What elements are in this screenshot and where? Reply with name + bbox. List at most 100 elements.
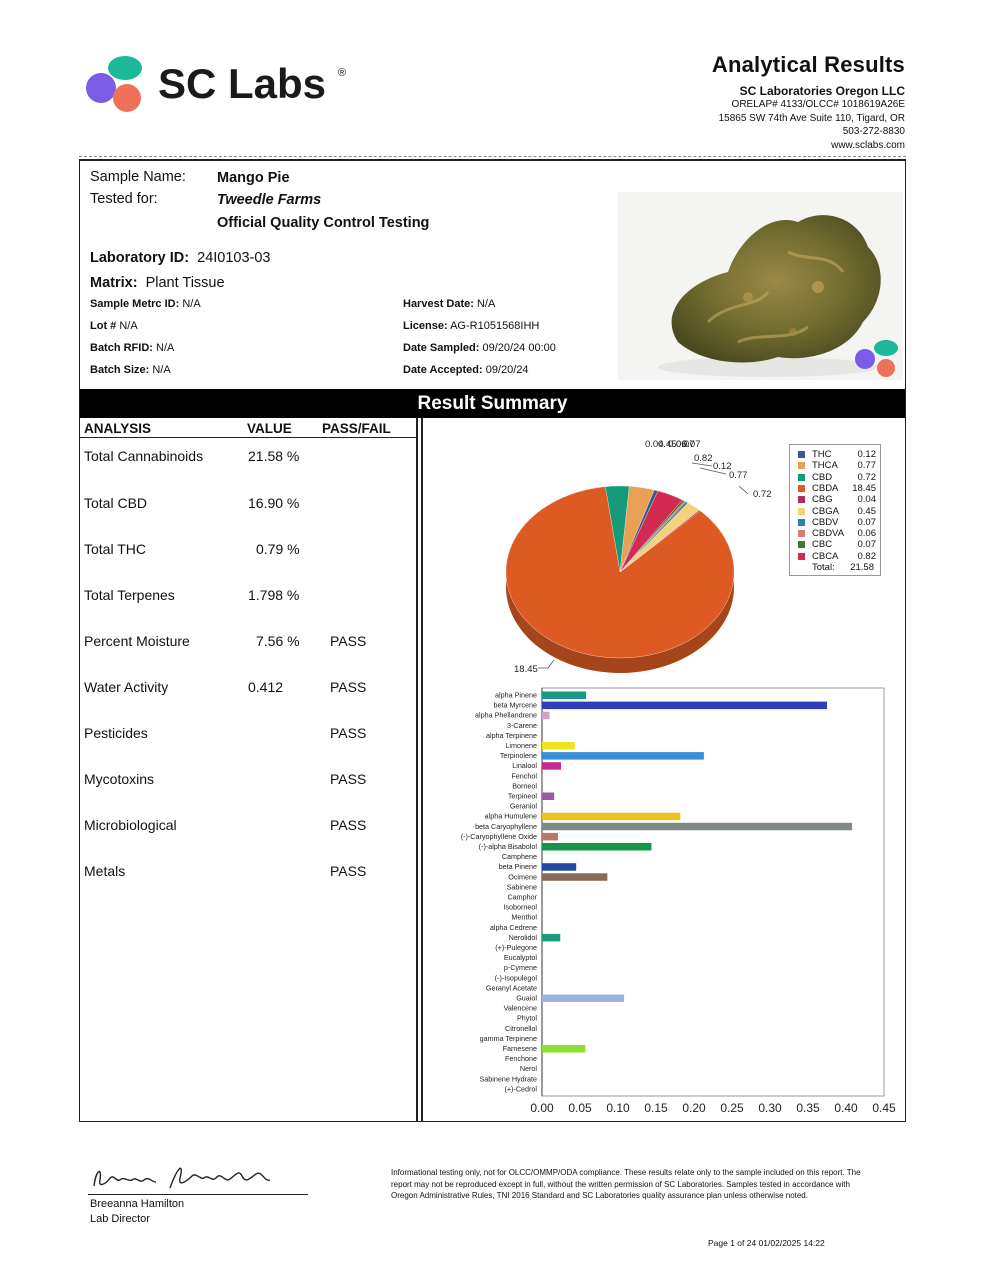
lab-id-value: 24I0103-03 <box>197 250 271 266</box>
legend-name: CBG <box>812 494 833 506</box>
legend-swatch <box>798 518 805 526</box>
column-divider <box>416 418 418 1122</box>
bar-alpha-bisabolol <box>542 843 652 851</box>
bar-category-label: Guaiol <box>516 994 537 1003</box>
bar-category-label: Farnesene <box>503 1044 537 1053</box>
bar-category-label: Phytol <box>517 1014 537 1023</box>
bar-alpha-pinene <box>542 691 587 699</box>
lab-id: Laboratory ID: 24I0103-03 <box>90 250 271 266</box>
legend-item: CBCA 0.82 <box>798 551 878 562</box>
legend-value: 0.72 <box>857 471 877 483</box>
legend-item: CBC 0.07 <box>798 539 878 550</box>
legend-name: CBC <box>812 539 833 551</box>
signature <box>93 1167 271 1189</box>
pie-data-label: 0.07 <box>676 439 695 450</box>
pie-data-label: 18.45 <box>514 664 538 675</box>
bar-category-label: alpha Cedrene <box>490 923 537 932</box>
bar-category-label: gamma Terpinene <box>480 1034 537 1043</box>
pie-leader-line <box>691 462 713 467</box>
pie-data-label: 0.12 <box>713 461 732 472</box>
bar-limonene <box>542 742 575 750</box>
lot-number: Lot # N/A <box>90 320 138 332</box>
legend-item: CBDVA 0.06 <box>798 528 878 539</box>
legend-swatch <box>798 552 805 560</box>
legend-name: CBD <box>812 471 833 483</box>
legend-value: 0.07 <box>857 516 877 528</box>
bar-category-label: Camphor <box>507 893 537 902</box>
matrix-label: Matrix: <box>90 275 138 291</box>
pie-leader-line <box>547 659 555 669</box>
legend-value: 18.45 <box>852 482 876 494</box>
bar-category-label: Camphene <box>502 852 537 861</box>
bar-alpha-phellandrene <box>542 711 550 720</box>
legend-item: CBGA 0.45 <box>798 506 878 517</box>
bar-category-label: beta Myrcene <box>493 701 537 710</box>
bar-category-label: alpha Pinene <box>495 691 537 700</box>
website-link[interactable]: www.sclabs.com <box>831 139 905 151</box>
logo-text: SC Labs <box>158 60 326 107</box>
bar-category-label: Fenchol <box>511 771 537 780</box>
matrix-value: Plant Tissue <box>145 275 225 291</box>
bar-farnesene <box>542 1045 586 1053</box>
legend-item: CBDV 0.07 <box>798 517 878 528</box>
pie-slice-cbda <box>505 486 735 659</box>
bar-x-tick: 0.40 <box>834 1101 858 1115</box>
bar-category-label: (+)-Cedrol <box>504 1084 537 1093</box>
column-divider-inner <box>421 418 423 1122</box>
signature-line <box>88 1194 308 1195</box>
date-sampled: Date Sampled: 09/20/24 00:00 <box>403 342 556 354</box>
bar-terpinolene <box>542 752 704 760</box>
sample-name-label: Sample Name: <box>90 169 186 185</box>
legend-swatch <box>798 473 805 481</box>
legend-swatch <box>798 530 805 538</box>
batch-size: Batch Size: N/A <box>90 364 171 376</box>
disclaimer-text: Informational testing only, not for OLCC… <box>391 1168 861 1200</box>
bar-beta-myrcene <box>542 701 827 710</box>
tested-for-value: Tweedle Farms <box>217 192 322 208</box>
result-summary-banner: Result Summary <box>80 389 905 418</box>
bar-category-label: Menthol <box>511 913 537 922</box>
svg-text:®: ® <box>338 67 346 79</box>
pie-legend: THC 0.12 THCA 0.77 CBD 0.72 CBDA 18.45 CBG 0.04 CB… <box>789 444 881 576</box>
bar-category-label: alpha Phellandrene <box>475 711 537 720</box>
bar-category-label: Geraniol <box>510 802 538 811</box>
date-accepted: Date Accepted: 09/20/24 <box>403 364 529 376</box>
legend-item: THC 0.12 <box>798 449 878 460</box>
bar-category-label: Borneol <box>512 781 537 790</box>
pie-data-label: 0.07 <box>682 439 701 450</box>
legend-value: 0.12 <box>857 449 877 460</box>
legend-total-value: 21.58 <box>850 562 874 573</box>
bar-x-tick: 0.35 <box>796 1101 820 1115</box>
bar-category-label: Valencene <box>504 1004 537 1013</box>
address: 15865 SW 74th Ave Suite 110, Tigard, OR <box>718 112 905 124</box>
cannabinoid-pie-chart: 0.040.450.060.070.07 0.820.120.77 0.72 18.4… <box>505 439 772 675</box>
bar-category-label: alpha Terpinene <box>486 731 537 740</box>
bar-caryophyllene-oxide <box>542 832 558 841</box>
batch-rfid: Batch RFID: N/A <box>90 342 175 354</box>
pie-data-label: 0.45 <box>658 439 677 450</box>
legend-value: 0.07 <box>857 539 877 551</box>
bar-category-label: Nerolidol <box>509 933 538 942</box>
bar-ocimene <box>542 873 608 881</box>
bar-category-label: Terpineol <box>508 792 538 801</box>
bar-category-label: Linalool <box>512 761 537 770</box>
bar-category-label: p-Cymene <box>504 963 537 972</box>
bar-category-label: alpha Humulene <box>485 812 537 821</box>
bar-plot-frame <box>541 687 885 1097</box>
legend-item: CBG 0.04 <box>798 494 878 505</box>
bar-x-tick: 0.00 <box>530 1101 554 1115</box>
bar-category-label: Geranyl Acetate <box>486 983 537 992</box>
header-underline <box>80 437 416 438</box>
bar-category-label: (-)-Caryophyllene Oxide <box>461 832 537 841</box>
bar-category-label: Sabinene <box>507 882 537 891</box>
company-name: SC Laboratories Oregon LLC <box>739 84 905 98</box>
license: License: AG-R1051568IHH <box>403 320 540 332</box>
legend-swatch <box>798 496 805 504</box>
pie-leader-line <box>738 485 749 495</box>
bar-category-label: (+)-Pulegone <box>495 943 537 952</box>
bar-x-tick: 0.20 <box>682 1101 706 1115</box>
legend-total-label: Total: <box>812 562 835 573</box>
bar-linalool <box>542 762 561 770</box>
report-title: Analytical Results <box>711 52 905 77</box>
sample-name-value: Mango Pie <box>217 170 290 186</box>
